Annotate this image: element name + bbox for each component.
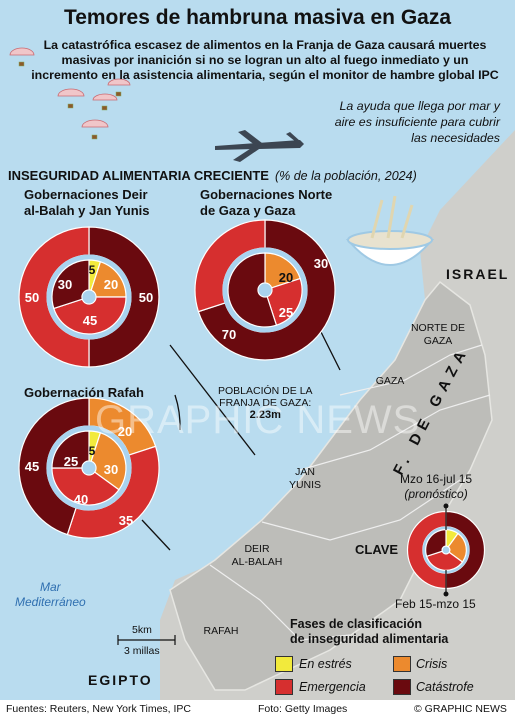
- scale-km: 5km: [132, 624, 152, 636]
- map-label-gaza: GAZA: [375, 375, 405, 387]
- label-deir-inner-catastrofe: 30: [57, 277, 73, 292]
- donut-1-center: [257, 282, 273, 298]
- map-label-mar: Mar Mediterráneo: [15, 580, 86, 610]
- label-deir-inner-estres: 5: [88, 263, 96, 277]
- parachute-icons: [9, 47, 131, 128]
- map-label-mar-line: Mediterráneo: [15, 595, 86, 609]
- label-rafah-outer-crisis: 20: [117, 424, 133, 439]
- footer-sources: Fuentes: Reuters, New York Times, IPC: [6, 703, 191, 715]
- label-norte-outer-catastrofe: 70: [221, 327, 237, 342]
- label-rafah-inner-catastrofe: 25: [63, 454, 79, 469]
- map-label-egipto: EGIPTO: [88, 672, 153, 688]
- legend-swatch-catastrofe: [393, 679, 411, 695]
- key-forecast-period: Mzo 16-jul 15: [400, 472, 473, 486]
- legend-title-line: Fases de clasificación: [290, 617, 423, 631]
- gov-title-deir-jan: Gobernaciones Deir al-Balah y Jan Yunis: [24, 187, 149, 219]
- map-label-line: DEIR: [244, 543, 270, 555]
- map-label-israel: ISRAEL: [446, 266, 510, 282]
- watermark: GRAPHIC NEWS: [95, 398, 421, 442]
- population-line: FRANJA DE GAZA:: [219, 397, 312, 409]
- label-norte-inner-emergencia: 25: [278, 305, 294, 320]
- label-deir-outer-catastrofe: 50: [24, 290, 40, 305]
- border-line: [209, 564, 351, 641]
- key-current: Feb 15-mzo 15: [395, 597, 476, 611]
- population-line: POBLACIÓN DE LA: [218, 385, 313, 397]
- key-donut: [406, 503, 486, 597]
- connector-lines: [141, 329, 341, 551]
- population-note: POBLACIÓN DE LA FRANJA DE GAZA: 2.23m: [218, 385, 313, 421]
- parachute-cargo: [18, 61, 122, 140]
- map-label-line: GAZA: [423, 335, 453, 347]
- gov-title-norte-gaza: Gobernaciones Norte de Gaza y Gaza: [200, 187, 332, 219]
- aid-note: La ayuda que llega por mar y aire es ins…: [334, 99, 500, 145]
- map-label-norte: NORTE DE GAZA: [398, 322, 478, 348]
- airplane-icon: [215, 130, 304, 162]
- border-line: [299, 394, 491, 471]
- scale-mi: 3 millas: [124, 645, 160, 657]
- legend-title-line: de inseguridad alimentaria: [290, 632, 449, 646]
- gov-title-line: Gobernaciones Deir: [24, 187, 148, 202]
- map-label-rafah: RAFAH: [203, 625, 239, 637]
- key-clave: CLAVE: [355, 542, 399, 557]
- donut-2-center: [81, 460, 97, 476]
- map-label-deir: DEIR AL-BALAH: [222, 543, 292, 569]
- label-rafah-outer-catastrofe: 45: [24, 459, 40, 474]
- legend-label-emergencia: Emergencia: [299, 680, 366, 694]
- label-rafah-outer-emergencia: 35: [118, 513, 134, 528]
- gov-title-line: Gobernaciones Norte: [200, 187, 333, 202]
- border-line: [339, 344, 483, 396]
- map-label-line: YUNIS: [288, 479, 322, 491]
- section-title-text: INSEGURIDAD ALIMENTARIA CRECIENTE: [8, 168, 269, 183]
- key-pointer-dot: [443, 591, 449, 597]
- legend-swatch-estres: [275, 656, 293, 672]
- map-label-mar-line: Mar: [40, 580, 61, 594]
- label-deir-outer-emergencia: 50: [138, 290, 154, 305]
- key-forecast: Mzo 16-jul 15 (pronóstico): [400, 472, 472, 502]
- map-label-jan-yunis: JAN YUNIS: [280, 466, 330, 492]
- label-norte-inner-crisis: 20: [278, 270, 294, 285]
- legend-label-catastrofe: Catástrofe: [416, 680, 474, 694]
- label-deir-inner-crisis: 20: [103, 277, 119, 292]
- footer-credit: © GRAPHIC NEWS: [414, 703, 507, 715]
- map-label-line: AL-BALAH: [231, 556, 283, 568]
- gov-title-rafah: Gobernación Rafah: [24, 385, 144, 400]
- map-label-line: NORTE DE: [410, 322, 466, 334]
- label-rafah-inner-emergencia: 40: [73, 492, 89, 507]
- footer-bar: [0, 700, 515, 719]
- map-label-line: JAN: [295, 466, 315, 478]
- border-line: [261, 479, 461, 541]
- label-norte-outer-emergencia: 30: [313, 256, 329, 271]
- donut-0-separator-ring: [46, 254, 132, 340]
- scale-bar: [117, 635, 176, 645]
- intro-text: La catastrófica escasez de alimentos en …: [31, 38, 499, 82]
- label-rafah-inner-estres: 5: [88, 444, 96, 458]
- donut-0-center: [81, 289, 97, 305]
- legend-label-estres: En estrés: [299, 657, 352, 671]
- legend-swatch-emergencia: [275, 679, 293, 695]
- section-subtitle: (% de la población, 2024): [274, 169, 417, 183]
- footer-photo: Foto: Getty Images: [258, 703, 348, 715]
- legend-label-crisis: Crisis: [416, 657, 448, 671]
- bowl-icon: [345, 195, 435, 266]
- gov-title-line: de Gaza y Gaza: [200, 203, 296, 218]
- key-pointer-dot: [443, 503, 449, 509]
- donut-1-separator-ring: [222, 247, 308, 333]
- population-value: 2.23m: [249, 409, 281, 421]
- gov-title-line: al-Balah y Jan Yunis: [24, 203, 150, 218]
- label-rafah-inner-crisis: 30: [103, 462, 119, 477]
- legend-swatch-crisis: [393, 656, 411, 672]
- key-donut-center: [441, 545, 451, 555]
- key-forecast-label: (pronóstico): [404, 487, 468, 501]
- label-deir-inner-emergencia: 45: [82, 313, 98, 328]
- legend-title: Fases de clasificación de inseguridad al…: [290, 617, 448, 647]
- section-title: INSEGURIDAD ALIMENTARIA CRECIENTE (% de l…: [8, 168, 417, 183]
- donut-2-separator-ring: [46, 425, 132, 511]
- gaza-strip: [169, 280, 493, 691]
- main-title: Temores de hambruna masiva en Gaza: [63, 6, 452, 29]
